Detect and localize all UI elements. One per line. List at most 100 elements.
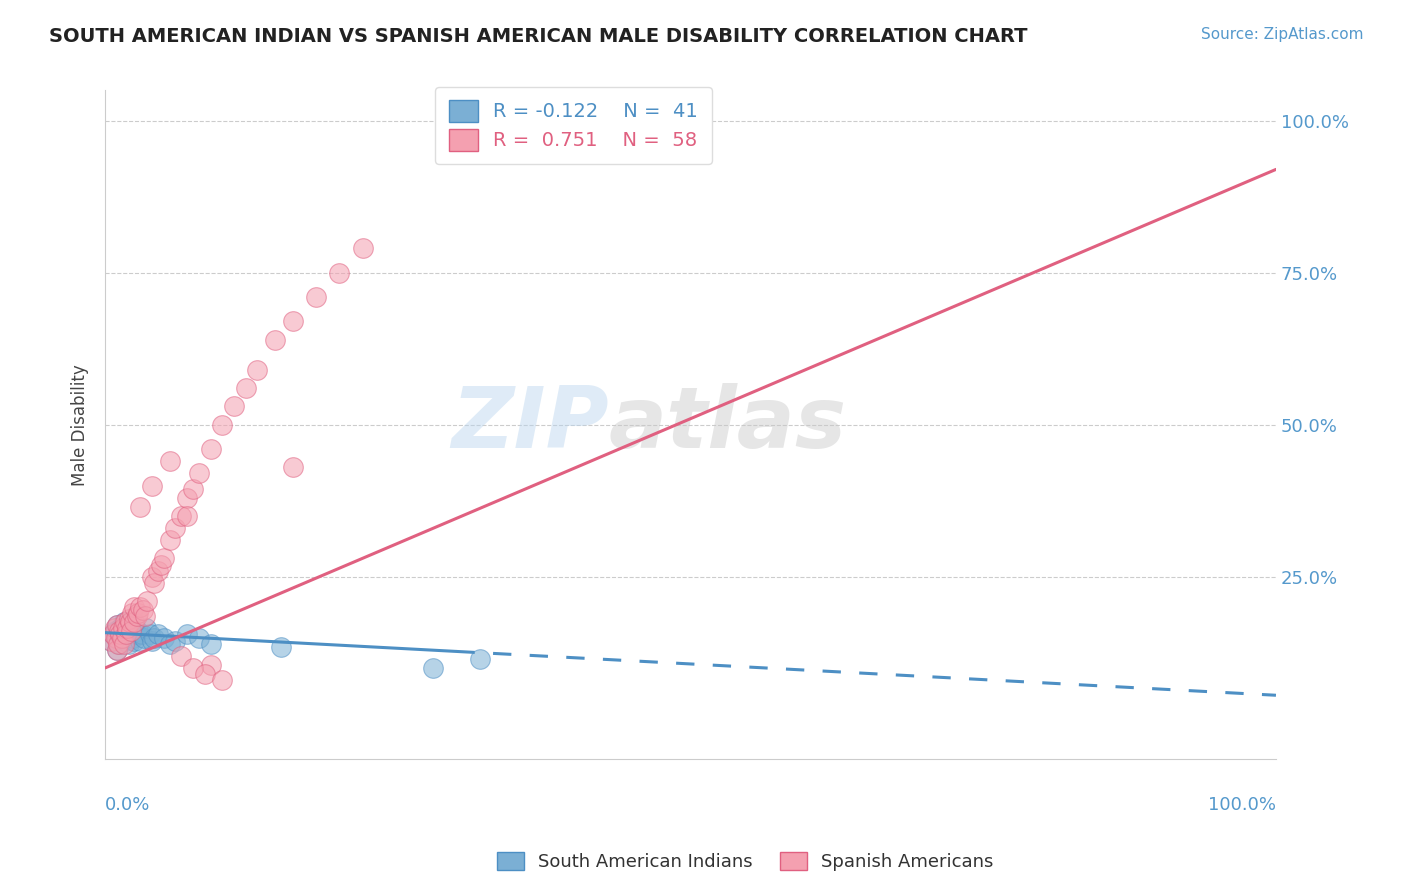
Point [124,615,146,630]
Point [165,521,187,535]
Point [187,467,209,481]
Point [124,618,146,632]
Point [112,637,135,651]
Point [108,637,131,651]
Point [328,266,350,280]
Point [105,618,128,632]
Point [134,609,156,624]
Point [117,637,139,651]
Point [110,621,132,635]
Point [141,478,163,492]
Point [136,594,159,608]
Point [125,609,148,624]
Point [131,603,153,617]
Point [159,454,181,468]
Point [110,631,132,645]
Point [143,631,166,645]
Point [176,627,198,641]
Point [105,618,128,632]
Point [100,633,122,648]
Point [129,600,152,615]
Point [152,631,174,645]
Point [114,633,136,648]
Point [121,621,143,635]
Text: 100.0%: 100.0% [1208,796,1277,814]
Point [127,624,149,639]
Point [200,657,222,672]
Point [281,460,304,475]
Point [117,631,139,645]
Point [118,615,141,630]
Point [170,648,193,663]
Point [281,314,304,328]
Point [159,533,181,548]
Point [131,627,153,641]
Point [246,363,269,377]
Point [111,624,134,639]
Point [422,661,444,675]
Point [111,621,134,635]
Point [222,400,245,414]
Point [118,615,141,630]
Point [124,600,146,615]
Point [211,673,233,687]
Point [138,627,160,641]
Text: Source: ZipAtlas.com: Source: ZipAtlas.com [1201,27,1364,42]
Point [235,381,257,395]
Text: atlas: atlas [609,384,846,467]
Point [143,575,166,590]
Point [170,508,193,523]
Point [129,500,152,514]
Point [103,627,125,641]
Point [150,558,173,572]
Point [104,631,127,645]
Point [176,508,198,523]
Point [352,242,374,256]
Legend: South American Indians, Spanish Americans: South American Indians, Spanish American… [489,845,1001,879]
Point [152,551,174,566]
Point [468,652,491,666]
Point [105,631,128,645]
Point [112,615,135,630]
Point [110,627,132,641]
Text: ZIP: ZIP [451,384,609,467]
Point [114,615,136,630]
Point [121,606,143,620]
Point [146,564,169,578]
Point [115,627,138,641]
Point [115,624,138,639]
Point [111,627,134,641]
Point [135,621,157,635]
Point [141,570,163,584]
Point [108,624,131,639]
Point [117,621,139,635]
Point [141,633,163,648]
Text: 0.0%: 0.0% [105,796,150,814]
Point [120,627,142,641]
Point [105,642,128,657]
Point [264,333,287,347]
Point [124,633,146,648]
Point [211,417,233,432]
Point [117,612,139,626]
Point [200,442,222,456]
Point [117,621,139,635]
Point [100,633,122,648]
Point [132,631,155,645]
Point [146,627,169,641]
Legend: R = -0.122    N =  41, R =  0.751    N =  58: R = -0.122 N = 41, R = 0.751 N = 58 [436,87,711,164]
Point [187,631,209,645]
Point [194,667,217,681]
Point [127,606,149,620]
Point [181,482,204,496]
Point [181,661,204,675]
Point [105,642,128,657]
Point [120,624,142,639]
Point [200,637,222,651]
Text: SOUTH AMERICAN INDIAN VS SPANISH AMERICAN MALE DISABILITY CORRELATION CHART: SOUTH AMERICAN INDIAN VS SPANISH AMERICA… [49,27,1028,45]
Point [165,633,187,648]
Point [129,633,152,648]
Point [103,627,125,641]
Point [270,640,292,654]
Point [125,627,148,641]
